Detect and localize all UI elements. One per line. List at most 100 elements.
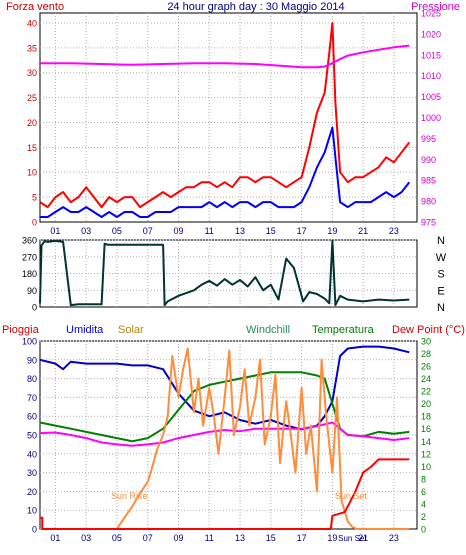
forza-vento-label: Forza vento xyxy=(6,1,64,13)
right-tick-label: 975 xyxy=(421,218,436,228)
right-tick-label: 990 xyxy=(421,155,436,165)
left-tick-label: 25 xyxy=(27,93,37,103)
left-tick-label: 70 xyxy=(27,393,37,403)
x-tick-label: 01 xyxy=(50,226,60,236)
x-tick-label: 23 xyxy=(389,533,399,543)
x-tick-label: 03 xyxy=(81,533,91,543)
right-tick-label: 18 xyxy=(421,412,431,422)
right-tick-label: 28 xyxy=(421,349,431,359)
right-tick-label: 0 xyxy=(421,525,426,535)
series-line-dew-point-c- xyxy=(39,421,410,447)
x-tick-label: 09 xyxy=(173,533,183,543)
legend-item: Dew Point (°C) xyxy=(392,324,465,336)
x-tick-label: 09 xyxy=(173,226,183,236)
legend-item: Solar xyxy=(118,324,144,336)
series-line-pressione xyxy=(40,44,410,69)
title: 24 hour graph day : 30 Maggio 2014 xyxy=(167,1,344,13)
x-tick-label: 01 xyxy=(50,533,60,543)
right-tick-label: 14 xyxy=(421,437,431,447)
x-tick-label: 17 xyxy=(297,533,307,543)
legend-item: Umidita xyxy=(66,324,104,336)
left-ticks-2: 0 90 180 270 360 xyxy=(22,236,37,313)
left-tick-label: 30 xyxy=(27,468,37,478)
left-tick-label: 90 xyxy=(27,355,37,365)
left-tick-label: 60 xyxy=(27,412,37,422)
x-tick-label: 15 xyxy=(266,226,276,236)
left-tick-label: 90 xyxy=(27,286,37,296)
x-tick-label: 13 xyxy=(235,533,245,543)
left-tick-label: 5 xyxy=(32,193,37,203)
left-tick-label: 0 xyxy=(32,525,37,535)
x-tick-label: 21 xyxy=(358,533,368,543)
gridlines-3 xyxy=(40,340,417,529)
series-line-speed xyxy=(40,126,411,218)
direction-label: E xyxy=(437,285,444,297)
x-ticks-1: 01 03 05 07 09 11 13 15 17 19 21 23 xyxy=(50,226,399,236)
x-tick-label: 05 xyxy=(112,226,122,236)
x-tick-label: 11 xyxy=(205,533,214,543)
series-2 xyxy=(39,239,410,307)
right-tick-label: 1025 xyxy=(421,9,441,19)
series-line-direction xyxy=(39,239,410,307)
right-tick-label: 10 xyxy=(421,462,431,472)
right-tick-label: 980 xyxy=(421,197,436,207)
right-tick-label: 20 xyxy=(421,399,431,409)
x-tick-label: 11 xyxy=(205,226,214,236)
sun-rise-annotation: Sun Rise xyxy=(111,491,148,501)
left-tick-label: 270 xyxy=(22,252,37,262)
x-tick-label: 05 xyxy=(112,533,122,543)
right-tick-label: 1015 xyxy=(421,50,441,60)
left-tick-label: 10 xyxy=(27,168,37,178)
x-ticks-3: 01 03 05 07 09 11 13 15 17 19 21 23 xyxy=(50,533,399,543)
x-tick-label: 19 xyxy=(327,226,337,236)
left-tick-label: 20 xyxy=(27,487,37,497)
series-1 xyxy=(39,22,411,218)
left-tick-label: 0 xyxy=(32,303,37,313)
x-tick-label: 21 xyxy=(358,226,368,236)
direction-label: N xyxy=(437,302,445,314)
legend-item: Windchill xyxy=(246,324,290,336)
right-tick-label: 12 xyxy=(421,449,431,459)
left-tick-label: 80 xyxy=(27,374,37,384)
right-tick-label: 16 xyxy=(421,424,431,434)
left-tick-label: 0 xyxy=(32,218,37,228)
legend-item: Temperatura xyxy=(312,324,375,336)
direction-label: S xyxy=(437,269,444,281)
right-tick-label: 6 xyxy=(421,487,426,497)
x-tick-label: 07 xyxy=(143,533,153,543)
temp-humidity-panel: Pioggia Umidita Solar Windchill Temperatura D… xyxy=(2,324,465,543)
pressione-label: Pressione xyxy=(411,1,460,13)
series-3 xyxy=(39,345,410,530)
right-tick-label: 1005 xyxy=(421,92,441,102)
wind-pressure-panel: 24 hour graph day : 30 Maggio 2014 Forza… xyxy=(6,1,460,236)
series-line-pioggia xyxy=(40,458,410,530)
right-tick-label: 995 xyxy=(421,134,436,144)
x-tick-label: 13 xyxy=(235,226,245,236)
right-ticks-1: 975 980 985 990 995 1000 1005 1010 1015 1020 1025 xyxy=(421,9,441,228)
right-tick-label: 4 xyxy=(421,499,426,509)
left-tick-label: 40 xyxy=(27,18,37,28)
left-ticks-1: 0 5 10 15 20 25 30 35 40 xyxy=(27,18,37,227)
right-tick-label: 985 xyxy=(421,176,436,186)
left-ticks-3: 0 10 20 30 40 50 60 70 80 90 100 xyxy=(22,337,37,535)
legend-3: Pioggia Umidita Solar Windchill Temperatura D… xyxy=(2,324,465,336)
left-tick-label: 100 xyxy=(22,337,37,347)
x-tick-label: 15 xyxy=(266,533,276,543)
x-tick-label: 19 xyxy=(327,533,337,543)
left-tick-label: 50 xyxy=(27,431,37,441)
legend-item: Pioggia xyxy=(2,324,40,336)
left-tick-label: 15 xyxy=(27,143,37,153)
right-tick-label: 8 xyxy=(421,474,426,484)
left-tick-label: 180 xyxy=(22,269,37,279)
x-tick-label: 07 xyxy=(143,226,153,236)
direction-label: N xyxy=(437,235,445,247)
left-tick-label: 30 xyxy=(27,68,37,78)
right-tick-label: 1010 xyxy=(421,71,441,81)
right-tick-label: 1000 xyxy=(421,113,441,123)
right-tick-label: 26 xyxy=(421,362,431,372)
left-tick-label: 40 xyxy=(27,449,37,459)
